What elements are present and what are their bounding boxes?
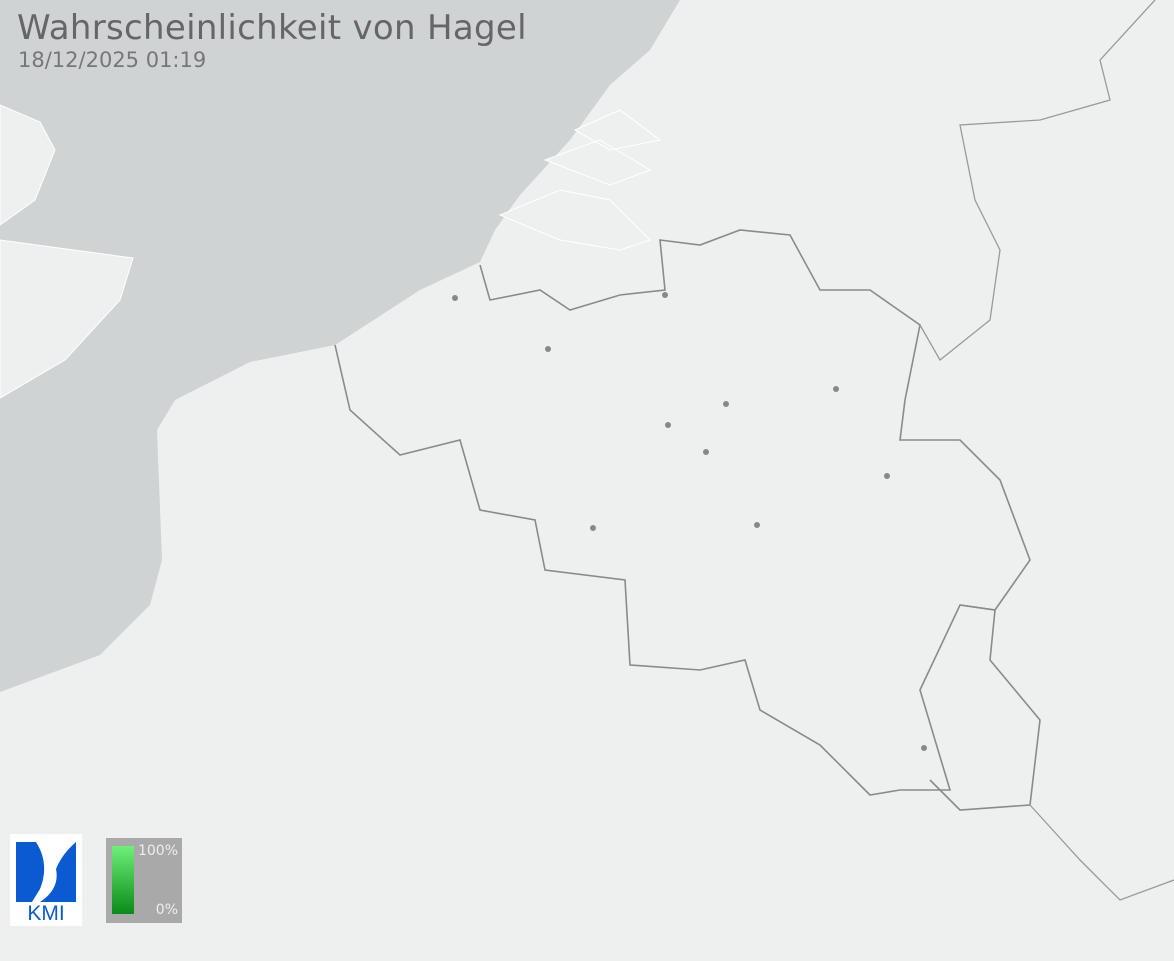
- luxembourg-border: [929, 604, 1041, 811]
- england-land: [0, 104, 134, 399]
- probability-legend: 100% 0%: [106, 838, 182, 923]
- city-marker[interactable]: [590, 525, 596, 531]
- city-marker[interactable]: [665, 422, 671, 428]
- city-marker[interactable]: [545, 346, 551, 352]
- city-marker[interactable]: [452, 295, 458, 301]
- timestamp: 18/12/2025 01:19: [18, 48, 207, 72]
- city-marker[interactable]: [662, 292, 668, 298]
- legend-max-label: 100%: [137, 843, 178, 859]
- svg-text:KMI: KMI: [27, 902, 64, 925]
- kmi-logo: KMI: [10, 834, 82, 926]
- city-marker[interactable]: [703, 449, 709, 455]
- city-marker[interactable]: [833, 386, 839, 392]
- city-marker[interactable]: [754, 522, 760, 528]
- city-markers: [452, 292, 927, 751]
- germany-border: [919, 0, 1174, 901]
- city-marker[interactable]: [723, 401, 729, 407]
- city-marker[interactable]: [884, 473, 890, 479]
- legend-color-bar: [112, 846, 134, 914]
- zeeland-islands: [498, 109, 662, 251]
- belgium-border: [334, 229, 1031, 796]
- sea: [0, 0, 680, 692]
- legend-min-label: 0%: [155, 902, 178, 918]
- map-title: Wahrscheinlichkeit von Hagel: [17, 8, 527, 48]
- city-marker[interactable]: [921, 745, 927, 751]
